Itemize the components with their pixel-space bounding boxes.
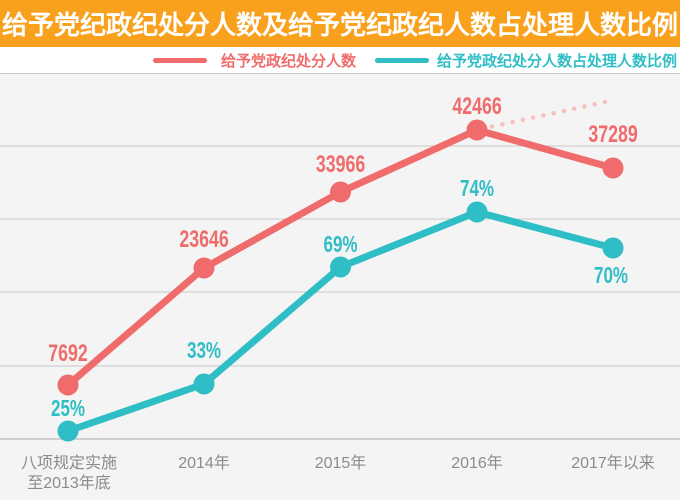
ratio-data-labels: 25% 33% 69% 74% 70% (51, 177, 628, 422)
plot-area: 7692 23646 33966 42466 37289 25% 33% 69%… (0, 73, 680, 500)
data-label: 23646 (179, 227, 228, 253)
series-punishment-count (57, 119, 624, 396)
x-axis-tick-labels: 八项规定实施 至2013年底 2014年 2015年 2016年 2017年以来 (21, 454, 655, 492)
x-tick-2015: 2015年 (315, 454, 367, 472)
data-label: 7692 (48, 341, 88, 367)
gridlines (0, 73, 680, 440)
data-label: 33% (187, 339, 221, 364)
x-tick-2016: 2016年 (451, 454, 503, 472)
legend-label-punishment-ratio: 给予党政纪处分人数占处理人数比例 (437, 52, 678, 70)
data-label: 69% (323, 233, 357, 258)
count-data-labels: 7692 23646 33966 42466 37289 (48, 94, 637, 367)
data-label: 37289 (588, 122, 637, 148)
data-label: 70% (594, 264, 628, 289)
series-punishment-ratio (57, 201, 624, 442)
data-point (57, 374, 79, 396)
x-tick-2013: 八项规定实施 (21, 454, 117, 472)
legend-item-punishment-count: 给予党政纪处分人数 (153, 47, 356, 73)
legend-label-punishment-count: 给予党政纪处分人数 (221, 52, 357, 70)
data-point (466, 119, 488, 141)
data-point (330, 181, 351, 203)
data-label: 42466 (452, 94, 501, 120)
data-point (57, 420, 79, 442)
data-point (602, 237, 624, 259)
line-chart: 7692 23646 33966 42466 37289 25% 33% 69%… (0, 73, 680, 492)
data-point (330, 256, 351, 278)
legend: 给予党政纪处分人数 给予党政纪处分人数占处理人数比例 (0, 47, 680, 73)
data-point (193, 257, 215, 279)
chart-title: 给予党纪政纪处分人数及给予党纪政纪人数占处理人数比例 (1, 10, 678, 40)
trend-dotted-line (489, 98, 615, 129)
x-tick-2014: 2014年 (178, 454, 230, 472)
legend-line-marker-red (153, 57, 207, 63)
data-point (466, 201, 488, 223)
data-label: 33966 (316, 152, 365, 178)
legend-line-marker-teal (375, 57, 429, 63)
x-tick-2017: 2017年以来 (571, 454, 655, 472)
data-point (193, 373, 215, 395)
data-label: 74% (460, 177, 494, 202)
x-tick-2013-line2: 至2013年底 (27, 474, 111, 492)
data-label: 25% (51, 397, 85, 422)
data-point (602, 157, 624, 179)
legend-item-punishment-ratio: 给予党政纪处分人数占处理人数比例 (375, 47, 677, 73)
title-bar: 给予党纪政纪处分人数及给予党纪政纪人数占处理人数比例 (0, 0, 680, 47)
